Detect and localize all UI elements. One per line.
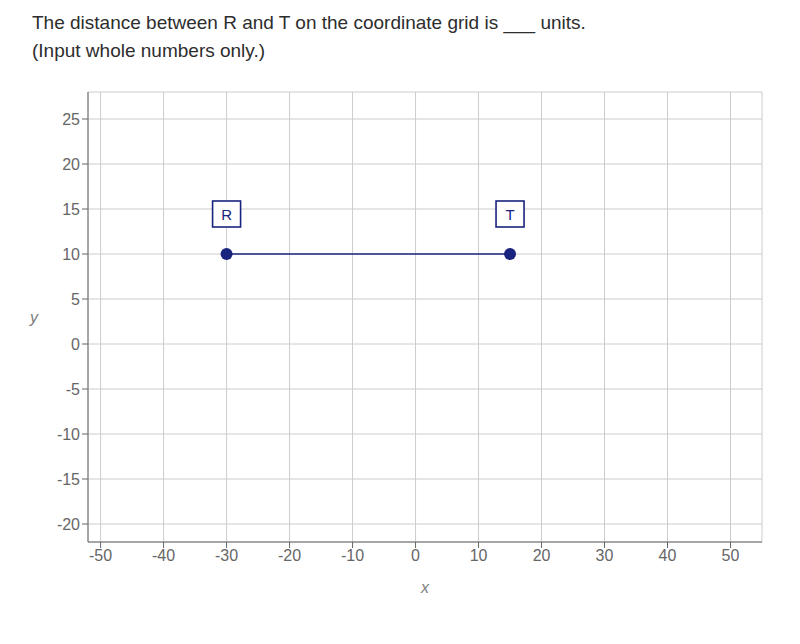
svg-text:-10: -10 bbox=[341, 547, 364, 564]
svg-text:-50: -50 bbox=[89, 547, 112, 564]
svg-text:20: 20 bbox=[62, 156, 80, 173]
html-text:(Input whole numbers only.): (Input whole numbers only.) bbox=[32, 40, 265, 61]
svg-text:-40: -40 bbox=[152, 547, 175, 564]
svg-text:40: 40 bbox=[659, 547, 677, 564]
svg-text:-30: -30 bbox=[215, 547, 238, 564]
svg-text:x: x bbox=[420, 579, 430, 596]
svg-text:15: 15 bbox=[62, 201, 80, 218]
svg-text:30: 30 bbox=[596, 547, 614, 564]
svg-text:-10: -10 bbox=[57, 426, 80, 443]
svg-text:-20: -20 bbox=[57, 516, 80, 533]
svg-text:50: 50 bbox=[722, 547, 740, 564]
svg-text:25: 25 bbox=[62, 111, 80, 128]
html-text:The distance between R and T o: The distance between R and T on the coor… bbox=[32, 12, 586, 33]
svg-text:10: 10 bbox=[62, 246, 80, 263]
svg-text:0: 0 bbox=[71, 336, 80, 353]
svg-text:T: T bbox=[505, 206, 514, 223]
svg-text:-5: -5 bbox=[66, 381, 80, 398]
svg-text:20: 20 bbox=[533, 547, 551, 564]
svg-text:-15: -15 bbox=[57, 471, 80, 488]
svg-text:y: y bbox=[29, 309, 39, 326]
svg-text:5: 5 bbox=[71, 291, 80, 308]
svg-text:10: 10 bbox=[470, 547, 488, 564]
svg-text:0: 0 bbox=[411, 547, 420, 564]
svg-text:-20: -20 bbox=[278, 547, 301, 564]
svg-text:R: R bbox=[221, 206, 232, 223]
